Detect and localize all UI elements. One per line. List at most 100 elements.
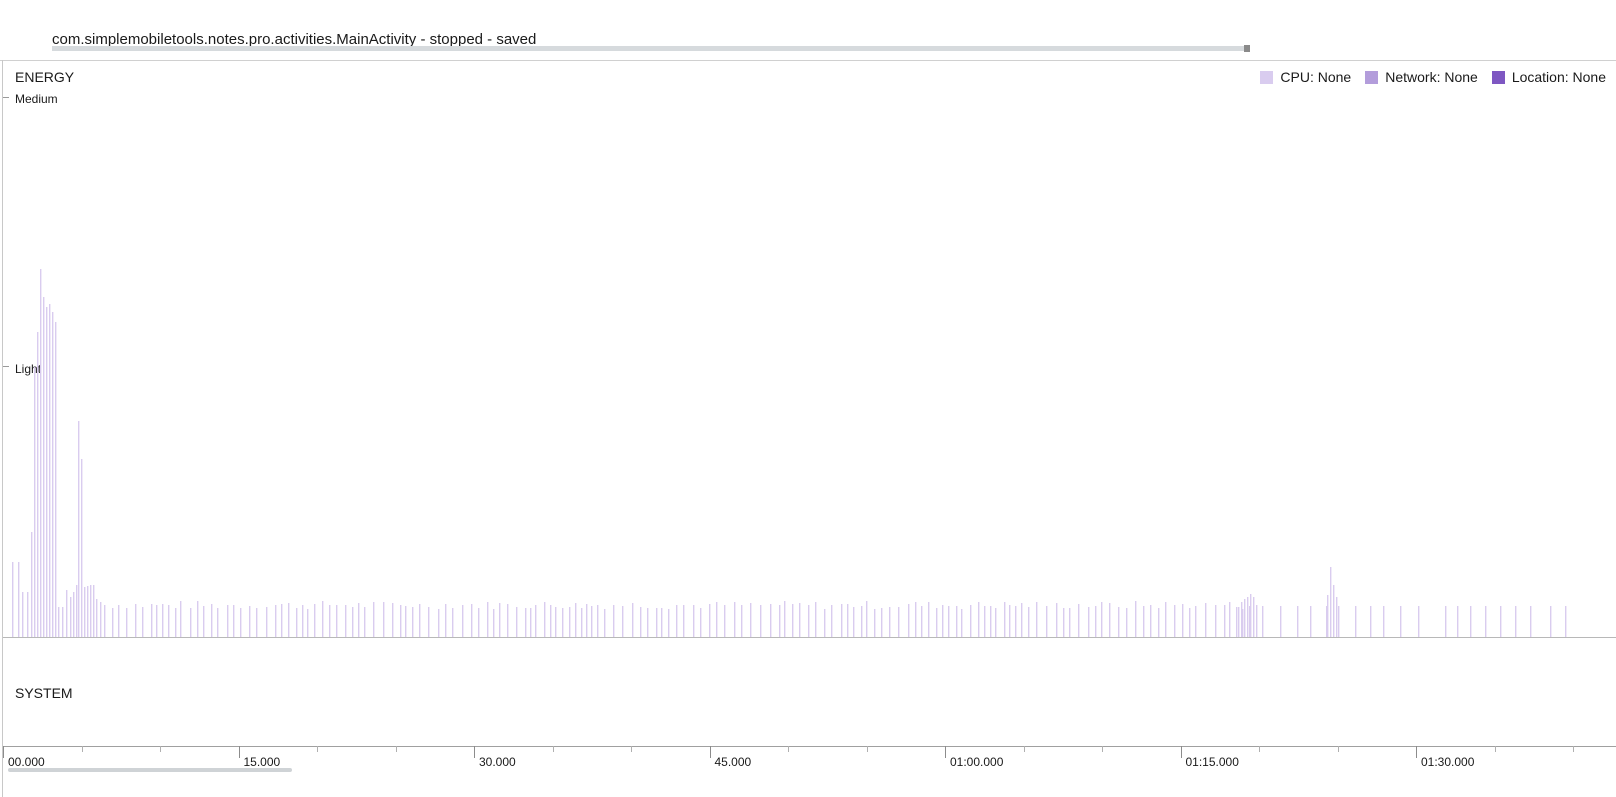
- cpu-energy-bar: [1118, 607, 1120, 637]
- cpu-energy-bar: [471, 604, 473, 637]
- cpu-energy-bar: [281, 604, 283, 637]
- time-tick-minor: [788, 746, 789, 752]
- cpu-energy-bar: [1095, 606, 1097, 637]
- system-title: SYSTEM: [15, 685, 73, 701]
- energy-chart[interactable]: [0, 60, 1616, 638]
- cpu-energy-bar: [841, 604, 843, 637]
- cpu-energy-bar: [49, 304, 51, 637]
- cpu-energy-bar: [1445, 606, 1447, 637]
- cpu-energy-bar: [452, 608, 454, 637]
- cpu-energy-bar: [34, 367, 36, 637]
- cpu-energy-bar: [1242, 609, 1244, 637]
- cpu-energy-bar: [76, 585, 78, 637]
- cpu-energy-bar: [1205, 603, 1207, 637]
- cpu-energy-bar: [112, 608, 114, 637]
- cpu-energy-bar: [1046, 606, 1048, 637]
- cpu-energy-bar: [656, 608, 658, 637]
- time-tick-major: [238, 746, 240, 758]
- cpu-energy-bar: [428, 607, 430, 637]
- time-tick-label: 00.000: [8, 755, 45, 769]
- time-tick-minor: [81, 746, 83, 752]
- cpu-energy-bar: [1336, 597, 1338, 637]
- cpu-energy-bar: [104, 605, 106, 637]
- cpu-energy-bar: [1126, 608, 1128, 637]
- cpu-energy-bar: [31, 532, 33, 637]
- activity-label[interactable]: com.simplemobiletools.notes.pro.activiti…: [52, 31, 537, 48]
- cpu-energy-bar: [1355, 606, 1357, 637]
- activity-end-handle[interactable]: [1244, 45, 1250, 52]
- cpu-energy-bar: [1101, 602, 1103, 637]
- cpu-energy-bar: [581, 608, 583, 637]
- cpu-energy-bar: [296, 608, 298, 637]
- time-tick-minor: [395, 746, 397, 752]
- cpu-energy-bar: [66, 590, 68, 637]
- cpu-energy-bar: [1327, 595, 1329, 637]
- cpu-energy-bar: [1063, 608, 1065, 637]
- cpu-energy-bar: [307, 609, 309, 637]
- cpu-energy-bar: [683, 605, 685, 637]
- cpu-energy-bar: [180, 601, 182, 637]
- cpu-energy-bar: [734, 602, 736, 637]
- cpu-energy-bar: [1195, 606, 1197, 637]
- legend-cpu: CPU: None: [1260, 69, 1351, 85]
- cpu-energy-bar: [249, 606, 251, 637]
- cpu-energy-bar: [352, 607, 354, 637]
- cpu-energy-bar: [1182, 604, 1184, 637]
- cpu-energy-bar: [1229, 602, 1231, 637]
- cpu-energy-bar: [151, 604, 153, 637]
- cpu-energy-bar: [22, 592, 24, 637]
- cpu-energy-bar: [866, 601, 868, 637]
- cpu-energy-bar: [555, 607, 557, 637]
- cpu-energy-bar: [516, 607, 518, 637]
- cpu-energy-bar: [336, 605, 338, 637]
- activity-track[interactable]: [52, 46, 1250, 51]
- cpu-energy-bar: [1215, 605, 1217, 637]
- time-tick-major: [945, 746, 946, 758]
- cpu-energy-bar: [1021, 603, 1023, 637]
- cpu-energy-bar: [569, 607, 571, 637]
- cpu-energy-bar: [493, 609, 495, 637]
- cpu-energy-bar: [175, 608, 177, 637]
- cpu-energy-bar: [1224, 605, 1226, 637]
- cpu-energy-bar: [445, 604, 447, 637]
- cpu-energy-bar: [1165, 602, 1167, 637]
- cpu-energy-bar: [400, 605, 402, 637]
- cpu-energy-bar: [190, 608, 192, 637]
- cpu-energy-bar: [1418, 606, 1420, 637]
- cpu-energy-bar: [1338, 606, 1340, 637]
- cpu-energy-bar: [1036, 602, 1038, 637]
- time-tick-label: 01:15.000: [1185, 755, 1239, 769]
- system-divider: [3, 637, 1616, 638]
- time-tick-major: [1416, 746, 1417, 758]
- cpu-energy-bar: [597, 605, 599, 637]
- cpu-energy-bar: [1244, 599, 1246, 637]
- cpu-energy-bar: [1565, 606, 1567, 637]
- cpu-energy-bar: [1249, 606, 1251, 637]
- cpu-energy-bar: [693, 605, 695, 637]
- cpu-energy-bar: [73, 592, 75, 637]
- cpu-energy-bar: [724, 605, 726, 637]
- cpu-energy-bar: [1297, 606, 1299, 637]
- cpu-energy-bar: [227, 605, 229, 637]
- cpu-energy-bar: [40, 269, 42, 637]
- cpu-energy-bar: [700, 608, 702, 637]
- cpu-energy-bar: [613, 605, 615, 637]
- legend-network-label: Network: None: [1385, 69, 1478, 85]
- cpu-energy-bar: [462, 605, 464, 637]
- cpu-energy-bar: [1470, 606, 1472, 637]
- horizontal-scrollbar[interactable]: [8, 768, 292, 772]
- cpu-energy-bar: [1280, 606, 1282, 637]
- cpu-energy-bar: [168, 605, 170, 637]
- cpu-energy-bar: [1383, 606, 1385, 637]
- cpu-energy-bar: [1135, 601, 1137, 637]
- cpu-energy-bar: [345, 605, 347, 637]
- cpu-energy-bar: [438, 609, 440, 637]
- cpu-energy-bar: [90, 585, 92, 637]
- time-axis[interactable]: [3, 746, 1616, 747]
- cpu-energy-bar: [853, 607, 855, 637]
- cpu-energy-bar: [770, 604, 772, 637]
- cpu-energy-bar: [915, 602, 917, 637]
- cpu-energy-bar: [52, 312, 54, 637]
- time-tick-label: 45.000: [714, 755, 752, 769]
- cpu-energy-bar: [84, 587, 86, 637]
